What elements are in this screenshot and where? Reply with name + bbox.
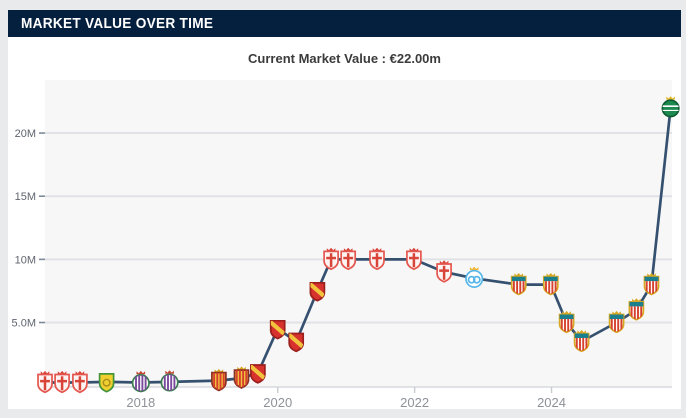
crest-crown [40,370,50,375]
crest-detail [310,282,325,299]
market-value-card: MARKET VALUE OVER TIME Current Market Va… [8,10,681,409]
leones-fc-crest-icon[interactable] [98,373,115,393]
ud-almeria-crest-icon[interactable] [643,273,661,301]
granada-cf-crest-icon[interactable] [369,247,385,271]
real-valladolid-crest-icon[interactable] [131,370,150,394]
x-tick-label: 2020 [263,395,292,409]
crest-detail [75,376,85,391]
crest-crown [647,273,656,277]
real-zaragoza-crest-icon[interactable] [309,282,326,302]
crest-detail [543,276,558,295]
crest-detail [372,253,382,268]
crest-detail [270,320,285,337]
crest-detail [289,333,304,350]
crest-detail [609,314,624,333]
crest-detail [629,301,644,320]
page-title: MARKET VALUE OVER TIME [21,16,214,32]
x-tick-label: 2024 [537,395,566,409]
market-value-chart[interactable]: 20M 15M 10M 5.0M 2018 2020 2022 2024 [8,10,681,409]
crest-crown [237,366,246,370]
crest-detail [40,376,50,391]
granada-cf-crest-icon[interactable] [323,247,339,271]
crest-crown [372,247,382,252]
crest-detail [57,376,67,391]
crest-detail [439,265,449,280]
ud-almeria-crest-icon[interactable] [542,273,560,301]
gimnastic-tarragona-crest-icon[interactable] [211,369,227,392]
granada-cf-crest-icon[interactable] [436,260,452,283]
crest-detail [235,370,248,388]
crest-detail [662,105,679,111]
crest-detail [213,372,225,391]
ud-almeria-crest-icon[interactable] [627,298,645,326]
crest-crown [165,370,174,374]
crest-detail [250,365,265,381]
x-axis: 2018 2020 2022 2024 [45,386,672,409]
crest-detail [511,276,526,295]
ud-almeria-crest-icon[interactable] [558,310,576,339]
crest-crown [326,247,336,252]
crest-crown [136,370,146,375]
ud-almeria-crest-icon[interactable] [573,329,591,358]
olympique-marseille-crest-icon[interactable] [465,266,484,288]
real-zaragoza-crest-icon[interactable] [269,319,286,340]
crest-crown [439,260,449,264]
crest-base [211,371,227,392]
crest-crown [214,369,224,373]
ud-almeria-crest-icon[interactable] [510,273,528,301]
crest-crown [75,370,85,375]
granada-cf-crest-icon[interactable] [54,370,70,394]
crest-detail [409,253,419,268]
sporting-cp-crest-icon[interactable] [661,96,680,118]
crest-crown [546,273,556,277]
crest-base [233,369,250,389]
plot-area [45,80,672,387]
y-tick-label: 10M [15,254,36,266]
real-zaragoza-crest-icon[interactable] [288,332,305,353]
y-tick-label: 5.0M [12,318,36,330]
crest-detail [326,253,336,268]
crest-crown [469,266,479,271]
y-tick-label: 20M [15,128,36,140]
ud-almeria-crest-icon[interactable] [608,310,626,339]
granada-cf-crest-icon[interactable] [340,247,357,271]
crest-detail [467,275,481,284]
y-tick-label: 15M [15,191,36,203]
current-market-value-label: Current Market Value : [248,51,387,66]
crest-crown [612,310,621,315]
crest-detail [559,314,574,333]
crest-detail [343,253,354,268]
crest-base [661,99,680,118]
current-market-value: Current Market Value : €22.00m [8,51,681,66]
crest-crown [57,370,67,375]
crest-crown [666,96,675,100]
crest-detail [163,374,176,391]
card-header: MARKET VALUE OVER TIME [8,10,681,37]
crest-base [98,373,115,393]
granada-cf-crest-icon[interactable] [72,370,88,394]
crest-crown [632,298,641,302]
gimnastic-tarragona-crest-icon[interactable] [233,366,250,390]
crest-crown [409,247,419,252]
crest-detail [102,378,111,387]
crest-detail [135,374,147,392]
crest-crown [562,310,571,315]
crest-detail [574,333,589,352]
current-market-value-amount: €22.00m [389,51,441,66]
crest-crown [514,273,523,277]
x-tick-label: 2018 [126,395,155,409]
granada-cf-crest-icon[interactable] [406,247,422,271]
crest-detail [644,276,659,295]
crest-crown [577,329,586,334]
x-tick-label: 2022 [400,395,429,409]
real-zaragoza-crest-icon[interactable] [250,364,266,384]
granada-cf-crest-icon[interactable] [37,370,53,394]
crest-crown [343,247,353,252]
real-valladolid-crest-icon[interactable] [160,370,179,393]
